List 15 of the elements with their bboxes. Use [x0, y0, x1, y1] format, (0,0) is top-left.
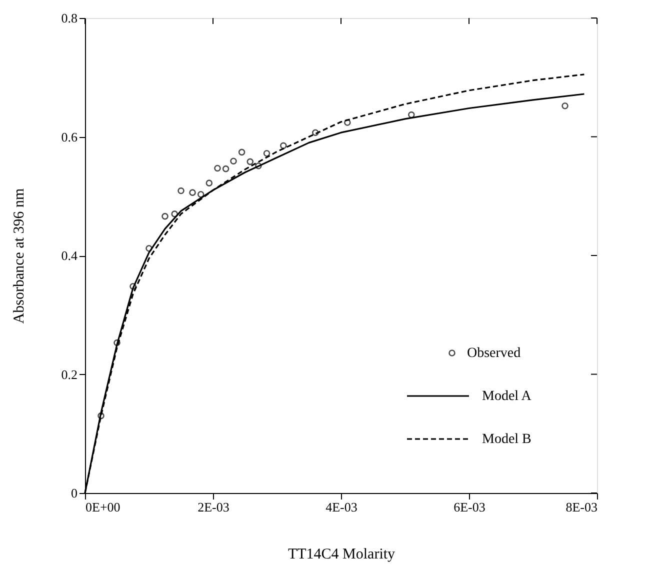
y-tick-label: 0.6 — [61, 129, 78, 144]
y-tick-label: 0.2 — [61, 366, 78, 382]
y-axis-title: Absorbance at 396 nm — [11, 188, 28, 324]
legend-label: Model A — [482, 389, 532, 404]
x-tick-label: 8E-03 — [566, 500, 598, 514]
y-tick-label: 0 — [71, 486, 78, 500]
x-tick-label: 6E-03 — [454, 500, 486, 514]
x-tick-label: 0E+00 — [86, 500, 120, 514]
x-tick-label: 2E-03 — [198, 500, 230, 514]
legend-label: Observed — [467, 346, 521, 361]
legend-label: Model B — [482, 432, 532, 447]
x-tick-label: 4E-03 — [326, 500, 358, 514]
y-tick-label: 0.8 — [61, 10, 78, 26]
x-axis-title: TT14C4 Molarity — [288, 546, 396, 562]
y-tick-label: 0.4 — [61, 248, 78, 263]
